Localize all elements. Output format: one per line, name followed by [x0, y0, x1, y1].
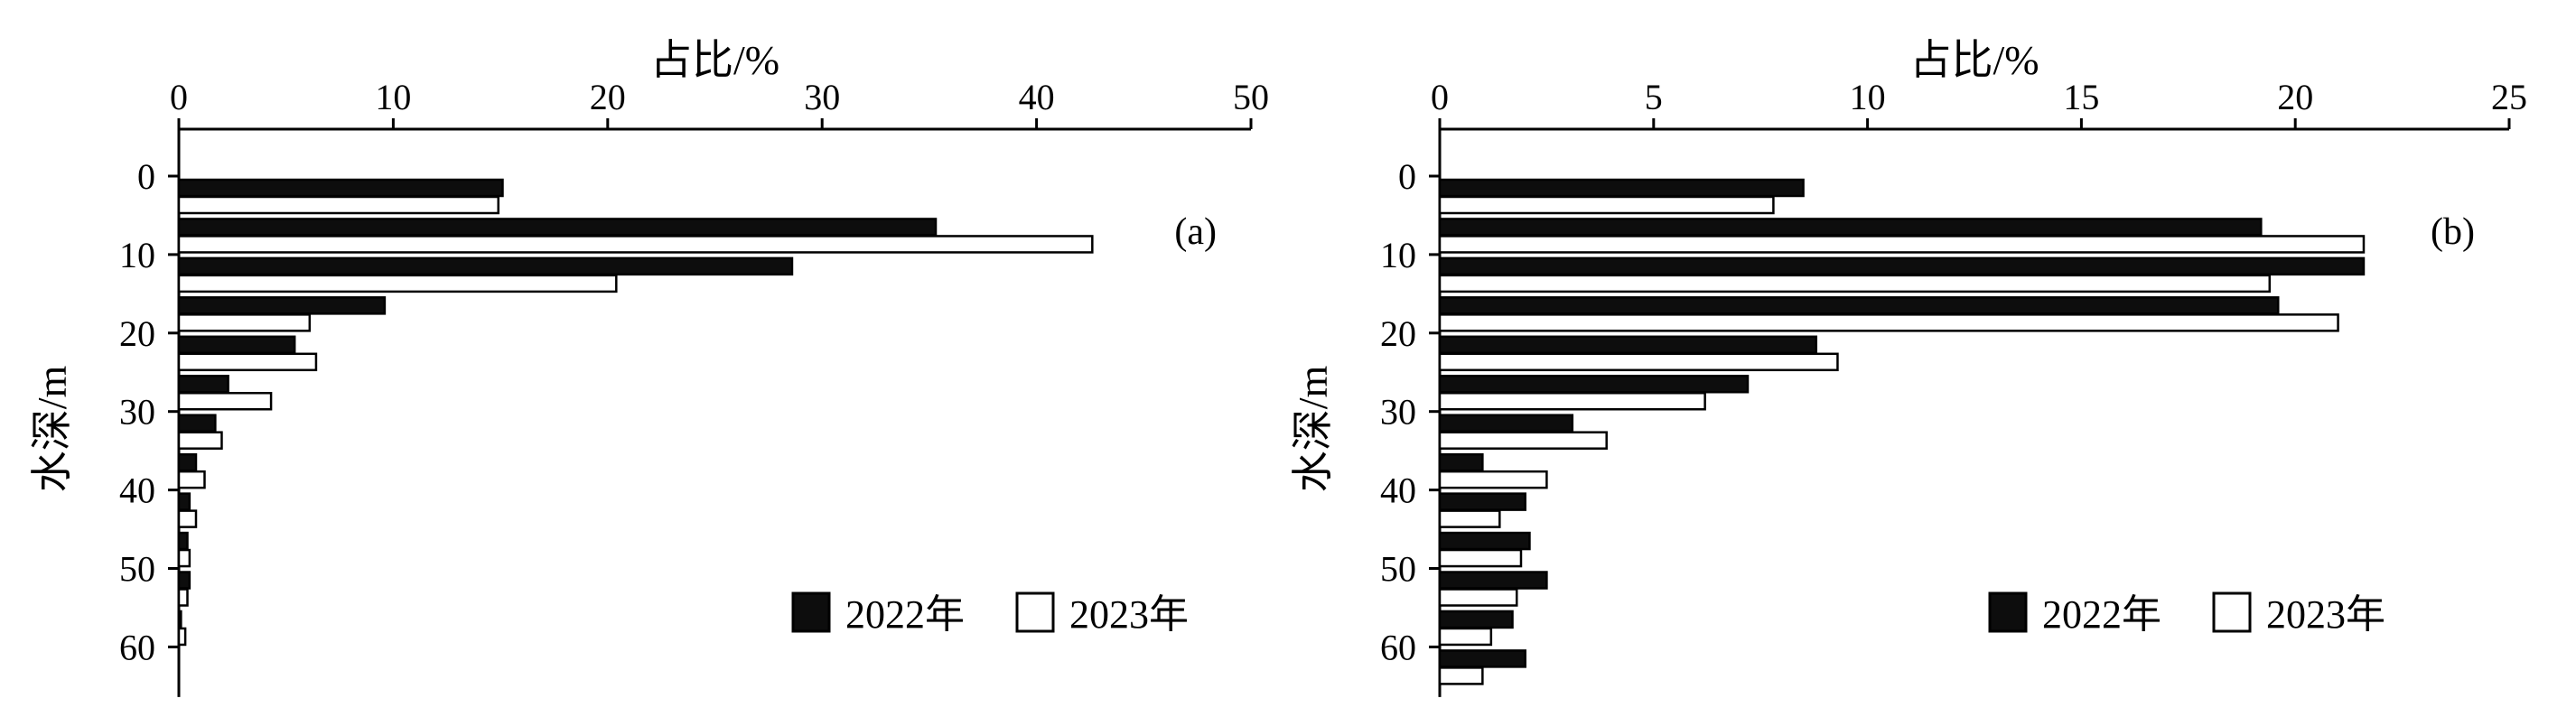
bar-1-s1-c12 [1438, 666, 1484, 685]
bar-1-s0-c5 [1438, 375, 1750, 394]
bar-0-s0-c3 [177, 296, 387, 315]
legend-swatch-1-0 [1988, 591, 2028, 633]
bar-0-s1-c4 [177, 352, 318, 372]
x-tick-label-0-2: 20 [590, 77, 626, 117]
panel-label-0: (a) [1174, 211, 1217, 253]
y-tick-label-0-5: 50 [119, 549, 155, 590]
y-tick-label-0-0: 0 [137, 156, 155, 197]
bar-0-s1-c7 [177, 470, 206, 489]
bar-1-s1-c0 [1438, 195, 1775, 215]
y-tick-label-1-2: 20 [1380, 313, 1416, 354]
bar-1-s0-c3 [1438, 296, 2280, 315]
panel-label-1: (b) [2431, 211, 2475, 253]
bar-1-s0-c10 [1438, 571, 1548, 590]
bar-1-s1-c7 [1438, 470, 1548, 489]
y-tick-label-1-3: 30 [1380, 392, 1416, 433]
x-tick-label-1-2: 10 [1850, 77, 1886, 117]
legend-label-0-0: 2022年 [845, 592, 965, 637]
bar-1-s0-c12 [1438, 649, 1526, 668]
y-tick-label-0-6: 60 [119, 627, 155, 667]
legend-swatch-1-1 [2212, 591, 2252, 633]
bar-0-s1-c8 [177, 509, 198, 528]
bar-1-s1-c1 [1438, 235, 2366, 254]
bar-0-s0-c7 [177, 452, 198, 472]
bar-1-s0-c4 [1438, 335, 1818, 355]
bar-1-s0-c8 [1438, 492, 1526, 511]
y-tick-label-0-4: 40 [119, 470, 155, 511]
bar-1-s0-c1 [1438, 218, 2263, 237]
x-tick-label-1-1: 5 [1645, 77, 1663, 117]
bar-0-s1-c0 [177, 195, 499, 215]
bar-0-s1-c9 [177, 548, 191, 568]
bar-1-s1-c5 [1438, 392, 1706, 411]
bar-1-s1-c8 [1438, 509, 1501, 528]
bar-0-s1-c6 [177, 431, 223, 450]
y-tick-label-1-4: 40 [1380, 470, 1416, 511]
legend-label-1-0: 2022年 [2042, 592, 2161, 637]
bar-0-s0-c4 [177, 335, 296, 355]
y-tick-label-1-6: 60 [1380, 627, 1416, 667]
bar-1-s1-c2 [1438, 274, 2272, 293]
bar-1-s1-c10 [1438, 588, 1518, 607]
bar-1-s0-c7 [1438, 452, 1484, 472]
y-tick-label-1-1: 10 [1380, 235, 1416, 275]
bar-1-s1-c4 [1438, 352, 1839, 372]
bar-1-s0-c0 [1438, 178, 1805, 198]
bar-0-s0-c1 [177, 218, 938, 237]
x-tick-label-1-3: 15 [2063, 77, 2099, 117]
bar-0-s0-c0 [177, 178, 504, 198]
bar-1-s0-c11 [1438, 610, 1514, 629]
bar-0-s0-c9 [177, 531, 189, 551]
x-tick-label-1-4: 20 [2277, 77, 2313, 117]
x-axis-title-0: 占比/% [650, 37, 779, 83]
legend-swatch-0-1 [1015, 591, 1055, 633]
y-tick-label-0-1: 10 [119, 235, 155, 275]
x-axis-title-1: 占比/% [1909, 37, 2039, 83]
legend-label-1-1: 2023年 [2266, 592, 2385, 637]
y-tick-label-0-2: 20 [119, 313, 155, 354]
bar-1-s1-c11 [1438, 627, 1493, 647]
bar-0-s1-c3 [177, 313, 312, 332]
x-tick-label-0-4: 40 [1019, 77, 1055, 117]
bar-1-s1-c6 [1438, 431, 1608, 450]
x-tick-label-0-3: 30 [804, 77, 840, 117]
x-tick-label-0-1: 10 [375, 77, 411, 117]
bar-0-s0-c2 [177, 256, 794, 276]
x-tick-label-1-5: 25 [2491, 77, 2527, 117]
y-axis-title-0: 水深/m [29, 366, 75, 493]
legend-label-0-1: 2023年 [1069, 592, 1189, 637]
legend-swatch-0-0 [791, 591, 831, 633]
bar-1-s0-c9 [1438, 531, 1531, 551]
x-tick-label-1-0: 0 [1431, 77, 1449, 117]
bar-0-s0-c11 [177, 610, 182, 629]
bar-1-s0-c2 [1438, 256, 2366, 276]
bar-0-s1-c1 [177, 235, 1094, 254]
y-tick-label-0-3: 30 [119, 392, 155, 433]
bar-0-s1-c5 [177, 392, 273, 411]
bar-1-s1-c3 [1438, 313, 2339, 332]
bar-0-s0-c8 [177, 492, 191, 511]
bar-0-s0-c5 [177, 375, 229, 394]
x-tick-label-0-0: 0 [170, 77, 188, 117]
bar-1-s1-c9 [1438, 548, 1523, 568]
bar-0-s0-c10 [177, 571, 191, 590]
bar-0-s1-c10 [177, 588, 189, 607]
y-tick-label-1-0: 0 [1398, 156, 1416, 197]
bar-0-s0-c6 [177, 414, 217, 433]
bar-0-s1-c2 [177, 274, 618, 293]
y-tick-label-1-5: 50 [1380, 549, 1416, 590]
y-axis-title-1: 水深/m [1290, 366, 1336, 493]
bar-0-s1-c11 [177, 627, 187, 647]
bar-1-s0-c6 [1438, 414, 1574, 433]
x-tick-label-0-5: 50 [1233, 77, 1269, 117]
